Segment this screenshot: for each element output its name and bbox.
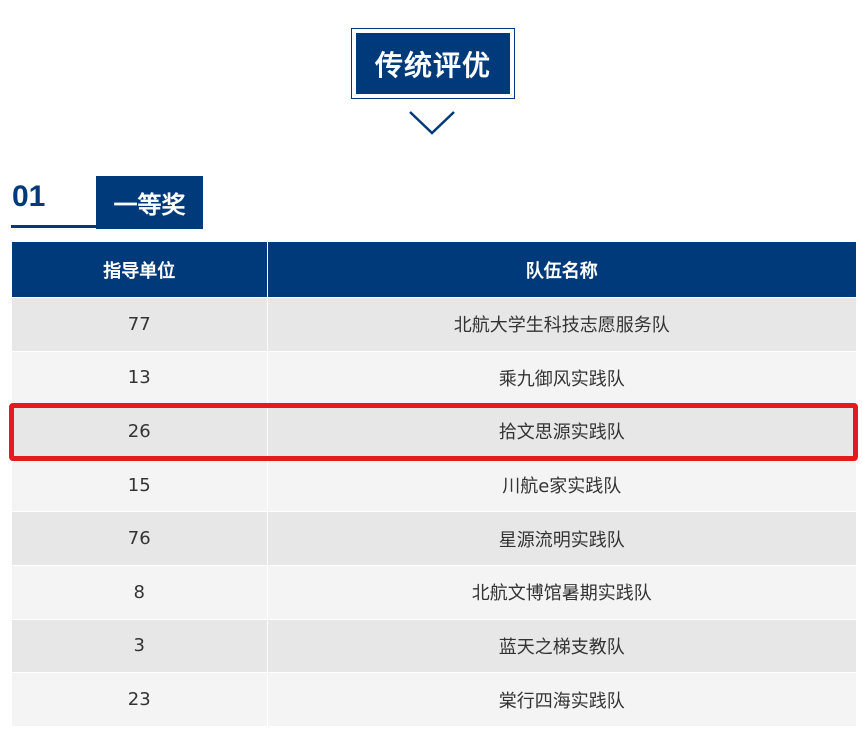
table-row: 15 川航e家实践队: [12, 457, 856, 512]
team-cell: 星源流明实践队: [266, 511, 856, 566]
team-cell: 蓝天之梯支教队: [266, 618, 856, 673]
header-unit: 指导单位: [12, 242, 267, 298]
team-cell: 川航e家实践队: [266, 457, 856, 512]
table-row: 26 拾文思源实践队: [12, 404, 856, 459]
team-cell: 棠行四海实践队: [266, 672, 856, 727]
team-cell: 北航大学生科技志愿服务队: [266, 297, 856, 352]
table-row: 3 蓝天之梯支教队: [12, 618, 856, 673]
unit-cell: 23: [12, 672, 267, 727]
team-cell: 乘九御风实践队: [266, 350, 856, 405]
unit-cell: 26: [12, 404, 267, 459]
unit-cell: 3: [12, 618, 267, 673]
unit-cell: 13: [12, 350, 267, 405]
chevron-down-icon: [409, 111, 455, 135]
award-badge: 一等奖: [96, 176, 203, 229]
unit-cell: 77: [12, 297, 267, 352]
unit-cell: 15: [12, 457, 267, 512]
section-title-box: 传统评优: [351, 28, 515, 99]
section-title: 传统评优: [356, 33, 510, 94]
award-table: 指导单位 队伍名称 77 北航大学生科技志愿服务队 13 乘九御风实践队 26 拾文思源实…: [12, 242, 856, 727]
unit-cell: 76: [12, 511, 267, 566]
table-row: 76 星源流明实践队: [12, 511, 856, 566]
table-row: 77 北航大学生科技志愿服务队: [12, 297, 856, 352]
header-team: 队伍名称: [266, 242, 856, 298]
award-underline: [11, 225, 97, 228]
award-number: 01: [12, 180, 46, 213]
team-cell: 拾文思源实践队: [266, 404, 856, 459]
table-row: 23 棠行四海实践队: [12, 672, 856, 727]
team-cell: 北航文博馆暑期实践队: [266, 564, 856, 620]
unit-cell: 8: [12, 564, 267, 620]
table-row: 13 乘九御风实践队: [12, 350, 856, 405]
table-row: 8 北航文博馆暑期实践队: [12, 564, 856, 620]
